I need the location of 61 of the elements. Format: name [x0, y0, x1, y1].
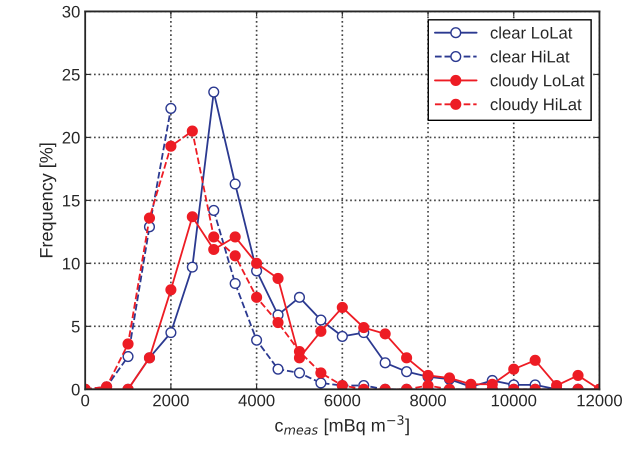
point	[422, 380, 434, 390]
point	[165, 327, 176, 338]
point	[186, 211, 198, 222]
point	[401, 366, 412, 378]
y-tick-label: 20	[62, 132, 80, 144]
point	[508, 364, 520, 375]
point	[144, 212, 156, 224]
point	[208, 86, 220, 98]
point	[186, 262, 198, 273]
point	[294, 367, 306, 378]
point	[122, 338, 134, 350]
point	[530, 354, 541, 366]
x-tick-label: 8000	[410, 394, 446, 406]
point	[230, 278, 241, 290]
point	[251, 292, 262, 303]
point	[572, 370, 584, 381]
y-tick-label: 25	[62, 68, 80, 81]
point	[272, 272, 284, 284]
point	[358, 322, 370, 334]
point	[122, 350, 134, 362]
point	[165, 102, 176, 114]
y-axis-title: Frequency [%]	[39, 143, 56, 258]
x-tick-label: 2000	[153, 394, 189, 406]
point	[315, 314, 326, 326]
point	[208, 231, 220, 242]
y-tick-label: 10	[63, 258, 80, 270]
point	[186, 126, 198, 137]
point	[315, 367, 326, 378]
point	[208, 244, 220, 256]
point	[165, 140, 176, 152]
x-axis-title: c$_{meas}$ [mBq m$^{−3}$]	[275, 415, 409, 436]
legend-label: cloudy LoLat	[490, 74, 584, 90]
point	[336, 302, 348, 313]
x-tick-label: 6000	[324, 394, 360, 406]
point	[165, 284, 176, 296]
point	[230, 250, 241, 262]
legend-label: cloudy HiLat	[490, 98, 582, 114]
y-tick-label: 0	[72, 384, 80, 396]
point	[272, 364, 284, 375]
point	[251, 258, 262, 269]
point	[208, 204, 220, 216]
y-tick-label: 15	[63, 194, 80, 207]
point	[230, 231, 241, 242]
point	[230, 178, 241, 190]
point	[294, 292, 306, 303]
x-tick-label: 10000	[492, 394, 536, 406]
legend-label: clear HiLat	[490, 50, 570, 63]
legend-label: clear LoLat	[490, 26, 572, 39]
x-tick-label: 4000	[238, 394, 274, 406]
point	[272, 316, 284, 328]
point	[401, 352, 412, 364]
point	[380, 357, 391, 368]
y-tick-label: 30	[62, 6, 80, 18]
point	[251, 334, 262, 346]
x-tick-label: 12000	[578, 394, 622, 406]
x-tick-label: 0	[81, 394, 90, 406]
y-tick-label: 5	[72, 320, 80, 333]
point	[336, 330, 348, 342]
point	[315, 377, 326, 389]
point	[380, 328, 391, 340]
point	[315, 326, 326, 337]
